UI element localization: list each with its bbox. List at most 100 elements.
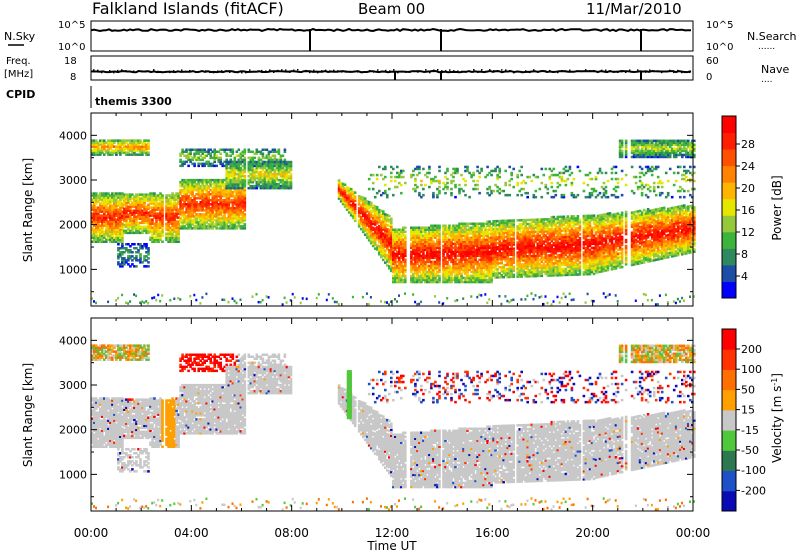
power-cell [273, 164, 277, 168]
power-cell [494, 244, 497, 247]
power-cell [277, 148, 281, 151]
power-cell [351, 196, 355, 200]
nave-dot [205, 70, 207, 72]
power-cell [462, 256, 465, 260]
power-cell [199, 221, 202, 224]
power-cell [476, 260, 479, 264]
power-cell [494, 232, 497, 235]
power-cell [137, 205, 140, 208]
nave-dot [121, 69, 123, 71]
power-cell [181, 195, 184, 198]
power-cell [259, 301, 262, 304]
power-cell [111, 234, 114, 237]
power-cell [187, 178, 190, 182]
power-cell [289, 182, 293, 186]
power-cell [454, 280, 457, 284]
power-cell [492, 240, 495, 243]
power-cell [474, 232, 477, 235]
power-cell [125, 199, 128, 202]
power-cell [205, 182, 208, 186]
power-cell [432, 246, 435, 250]
power-cell [271, 176, 275, 180]
power-cell [105, 200, 108, 203]
power-cell [380, 300, 382, 303]
power-cell [432, 250, 435, 254]
power-cell [287, 160, 291, 164]
power-cell [438, 270, 441, 274]
power-cell [187, 227, 190, 230]
power-cell [414, 266, 417, 270]
power-cell [454, 266, 457, 270]
power-cell [414, 228, 417, 231]
power-cell [133, 219, 136, 223]
power-cell [265, 164, 269, 168]
power-cell [119, 147, 122, 150]
power-cell [101, 222, 104, 225]
power-cell [153, 212, 156, 215]
power-cell [231, 162, 235, 166]
power-cell [267, 170, 271, 174]
power-cell [117, 243, 120, 246]
power-cell [195, 150, 198, 153]
power-cell [482, 232, 485, 235]
power-cell [249, 178, 253, 182]
power-cell [187, 184, 190, 188]
power-cell [169, 218, 172, 221]
power-cell [378, 216, 381, 220]
power-cell [466, 252, 469, 256]
power-cell [109, 147, 112, 150]
power-cell [233, 186, 237, 190]
power-cell [506, 271, 509, 275]
power-cell [454, 242, 457, 246]
power-cell [253, 164, 257, 168]
power-cell [382, 242, 385, 245]
power-cell [371, 206, 375, 209]
power-cell [345, 196, 349, 199]
power-cell [213, 197, 216, 200]
power-cell [448, 240, 451, 243]
power-cell [494, 252, 497, 255]
power-cell [488, 272, 491, 276]
power-cell [231, 221, 235, 224]
power-cell [365, 208, 369, 211]
power-cell [139, 199, 142, 202]
nave-dot [453, 70, 455, 72]
power-cell [456, 266, 459, 270]
power-cell [125, 147, 128, 150]
power-cell [131, 229, 134, 233]
power-cell [480, 224, 483, 227]
power-cell [251, 156, 255, 160]
power-cell [281, 174, 285, 178]
power-cell [235, 172, 239, 176]
power-cell [450, 230, 453, 233]
power-cell [396, 246, 399, 250]
nave-dot [157, 70, 159, 73]
power-cell [195, 197, 198, 200]
power-cell [231, 225, 235, 228]
power-cell [119, 151, 122, 154]
power-cell [434, 246, 437, 250]
power-cell [396, 274, 399, 278]
power-cell [446, 246, 449, 250]
power-cell [161, 234, 164, 237]
power-cell [450, 274, 453, 278]
power-cell [175, 196, 178, 199]
power-cell [235, 162, 239, 166]
power-cell [223, 217, 226, 220]
power-cell [205, 227, 208, 230]
power-cell [277, 170, 281, 174]
power-cell [193, 201, 196, 204]
power-cell [365, 206, 369, 209]
power-cell [127, 199, 130, 202]
power-cell [129, 195, 132, 198]
power-cell [141, 261, 144, 264]
power-cell [193, 182, 196, 186]
power-cell [189, 197, 192, 200]
power-cell [119, 196, 122, 199]
power-cell [458, 266, 461, 270]
power-cell [394, 232, 397, 235]
power-cell [271, 162, 275, 166]
power-cell [398, 242, 401, 246]
power-cell [484, 252, 487, 256]
power-cell [396, 238, 399, 241]
